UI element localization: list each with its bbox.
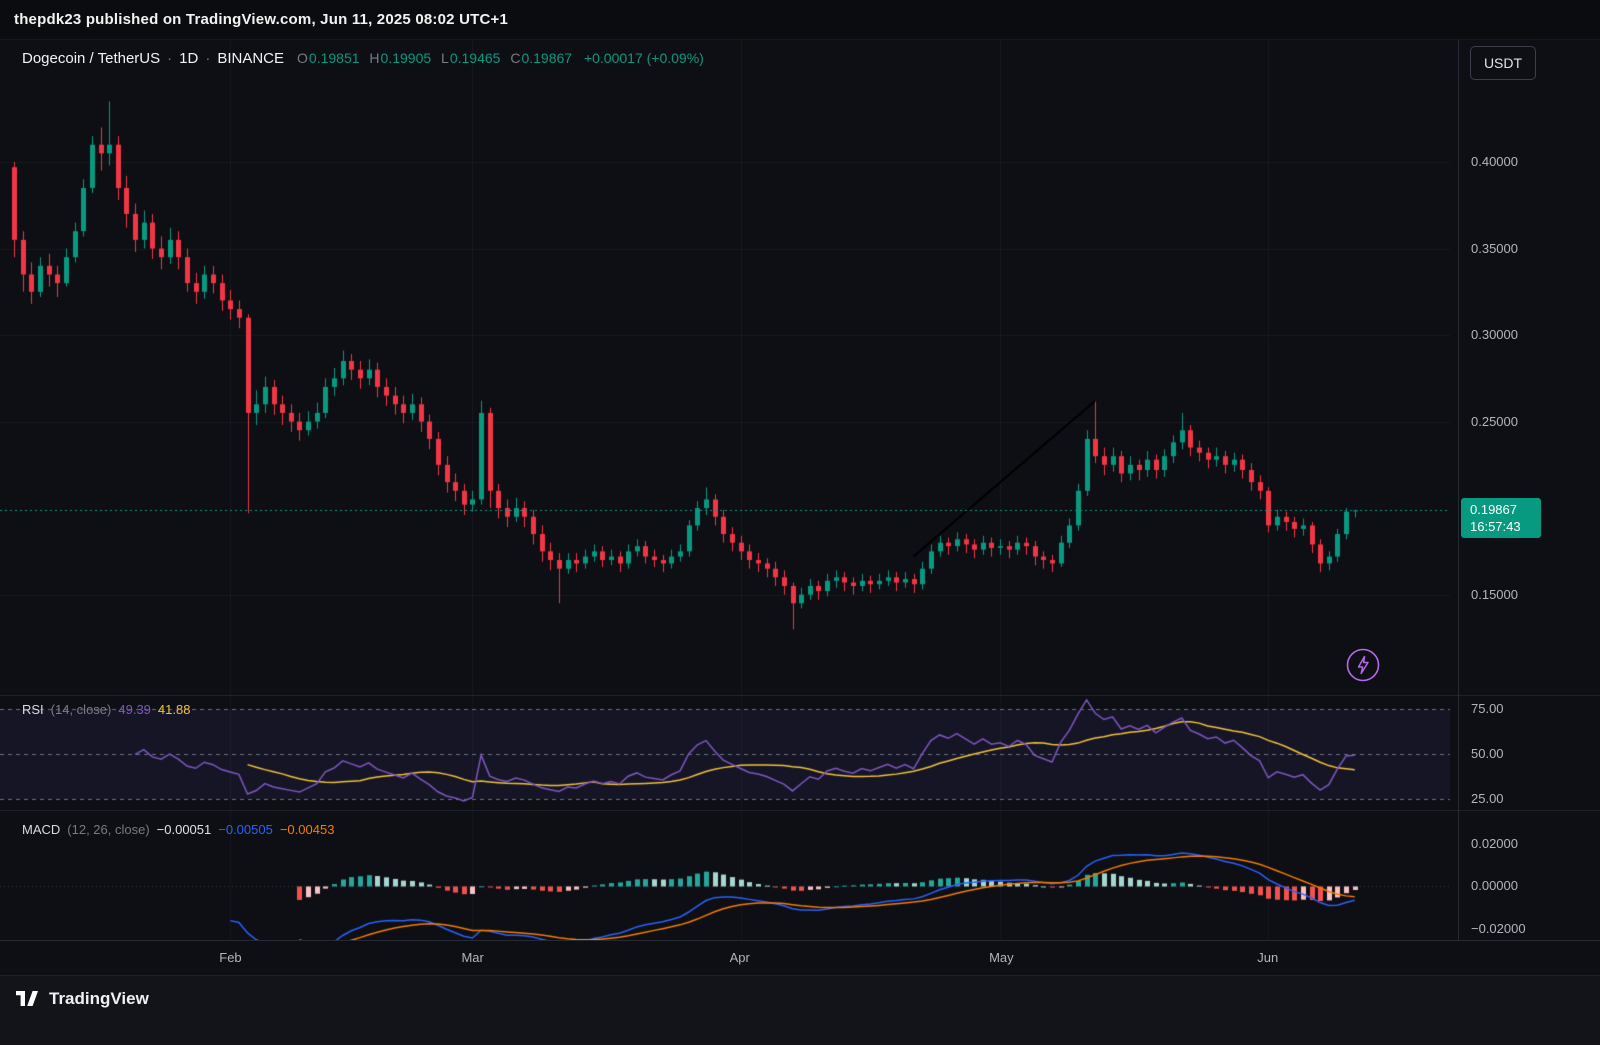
tradingview-logo-icon[interactable] [14, 989, 40, 1010]
close-label: C [510, 50, 521, 66]
interval-label[interactable]: 1D [179, 50, 199, 67]
macd-name: MACD [22, 822, 61, 837]
macd-hist-value: −0.00051 [156, 822, 212, 837]
price-pane-canvas[interactable] [0, 40, 1460, 695]
rsi-pane-canvas[interactable] [0, 695, 1460, 810]
symbol-legend: Dogecoin / TetherUS · 1D · BINANCE O0.19… [22, 50, 704, 67]
currency-toggle-button[interactable]: USDT [1470, 46, 1536, 80]
macd-axis-label: 0.02000 [1471, 835, 1518, 851]
high-value: 0.19905 [380, 50, 432, 66]
rsi-ma-value: 41.88 [157, 702, 191, 717]
publisher-bar: thepdk23 published on TradingView.com, J… [0, 0, 1600, 40]
time-axis-label: Feb [219, 950, 242, 965]
symbol-title[interactable]: Dogecoin / TetherUS [22, 50, 161, 67]
footer-brand[interactable]: TradingView [49, 989, 149, 1008]
footer-bar: TradingView [0, 975, 1600, 1045]
rsi-params: (14, close) [50, 702, 112, 717]
time-axis-label: Mar [461, 950, 484, 965]
price-axis-label: 0.40000 [1471, 154, 1518, 169]
macd-axis-label: −0.02000 [1471, 920, 1526, 936]
current-price-value: 0.19867 [1470, 502, 1517, 517]
price-scale[interactable]: 0.40000 0.35000 0.30000 0.25000 0.15000 75.00… [1458, 40, 1600, 940]
macd-axis-label: 0.00000 [1471, 878, 1518, 894]
low-label: L [441, 50, 449, 66]
macd-params: (12, 26, close) [67, 822, 150, 837]
rsi-value: 49.39 [118, 702, 151, 717]
rsi-axis-label: 25.00 [1471, 791, 1504, 807]
separator-dot: · [205, 50, 211, 67]
publisher-caption: thepdk23 published on TradingView.com, J… [14, 11, 509, 28]
separator-dot: · [167, 50, 173, 67]
price-axis-label: 0.25000 [1471, 413, 1518, 429]
price-axis-label: 0.15000 [1471, 586, 1518, 602]
time-axis-label: May [989, 950, 1014, 965]
open-label: O [297, 50, 308, 66]
low-value: 0.19465 [449, 50, 501, 66]
pane-separator[interactable] [0, 810, 1600, 811]
current-price-badge[interactable]: 0.19867 16:57:43 [1461, 498, 1541, 538]
macd-legend[interactable]: MACD (12, 26, close) −0.00051 −0.00505 −… [22, 822, 334, 837]
price-axis-label: 0.30000 [1471, 327, 1518, 343]
price-axis-label: 0.35000 [1471, 240, 1518, 256]
time-axis-label: Apr [729, 950, 750, 965]
rsi-legend[interactable]: RSI (14, close) 49.39 41.88 [22, 702, 190, 717]
ohlc-values: O0.19851 H0.19905 L0.19465 C0.19867 +0.0… [291, 50, 704, 66]
close-value: 0.19867 [521, 50, 573, 66]
time-axis-label: Jun [1257, 950, 1279, 965]
candle-countdown: 16:57:43 [1470, 519, 1521, 534]
macd-pane-canvas[interactable] [0, 810, 1460, 940]
open-value: 0.19851 [308, 50, 360, 66]
macd-signal-value: −0.00453 [279, 822, 335, 837]
time-scale[interactable]: Feb Mar Apr May Jun [0, 940, 1600, 975]
high-label: H [369, 50, 380, 66]
pane-separator[interactable] [0, 695, 1600, 696]
rsi-axis-label: 75.00 [1471, 701, 1504, 717]
exchange-label: BINANCE [217, 50, 285, 67]
chart-area[interactable]: Dogecoin / TetherUS · 1D · BINANCE O0.19… [0, 40, 1600, 975]
rsi-axis-label: 50.00 [1471, 746, 1504, 762]
rsi-name: RSI [22, 702, 44, 717]
lightning-icon[interactable] [1344, 646, 1382, 684]
change-value: +0.00017 (+0.09%) [583, 50, 704, 66]
macd-line-value: −0.00505 [218, 822, 273, 837]
